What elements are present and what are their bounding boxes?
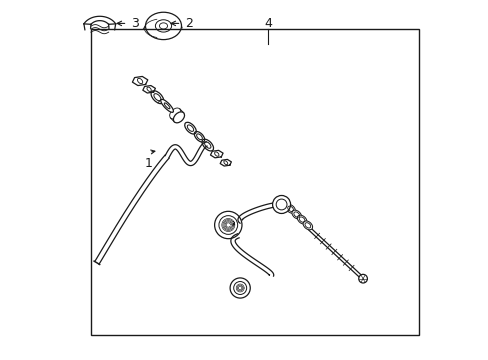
Ellipse shape — [291, 210, 301, 219]
Circle shape — [358, 274, 366, 283]
Ellipse shape — [173, 112, 184, 123]
Ellipse shape — [169, 108, 181, 119]
Text: 3: 3 — [130, 17, 139, 30]
Ellipse shape — [161, 99, 173, 112]
Circle shape — [272, 195, 290, 213]
Ellipse shape — [164, 103, 170, 109]
Text: 2: 2 — [184, 17, 192, 30]
Text: 4: 4 — [264, 17, 271, 30]
Bar — [91, 29, 418, 335]
Ellipse shape — [303, 221, 312, 230]
Ellipse shape — [285, 204, 295, 213]
Circle shape — [230, 278, 250, 298]
Text: 1: 1 — [145, 157, 153, 170]
Ellipse shape — [297, 215, 306, 224]
